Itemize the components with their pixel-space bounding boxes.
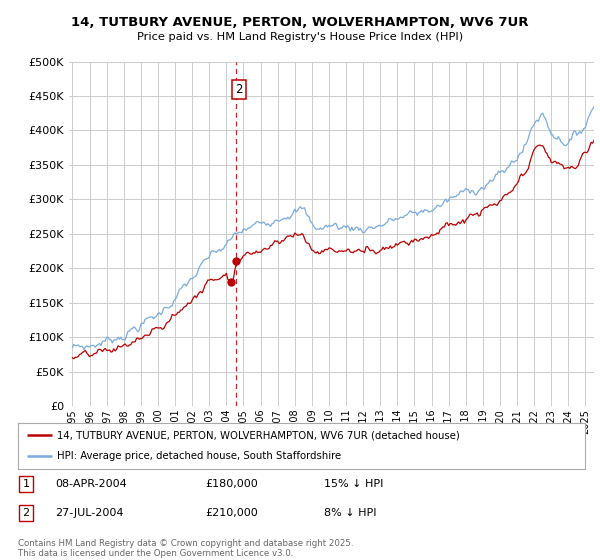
Text: 2: 2 — [235, 83, 242, 96]
Text: £180,000: £180,000 — [205, 479, 258, 489]
Text: 27-JUL-2004: 27-JUL-2004 — [55, 508, 124, 518]
Text: 15% ↓ HPI: 15% ↓ HPI — [324, 479, 383, 489]
Text: 1: 1 — [23, 479, 29, 489]
Text: 8% ↓ HPI: 8% ↓ HPI — [324, 508, 377, 518]
Text: Price paid vs. HM Land Registry's House Price Index (HPI): Price paid vs. HM Land Registry's House … — [137, 32, 463, 42]
Text: 2: 2 — [23, 508, 29, 518]
Text: 14, TUTBURY AVENUE, PERTON, WOLVERHAMPTON, WV6 7UR: 14, TUTBURY AVENUE, PERTON, WOLVERHAMPTO… — [71, 16, 529, 29]
Text: HPI: Average price, detached house, South Staffordshire: HPI: Average price, detached house, Sout… — [56, 451, 341, 461]
Text: £210,000: £210,000 — [205, 508, 258, 518]
Text: Contains HM Land Registry data © Crown copyright and database right 2025.
This d: Contains HM Land Registry data © Crown c… — [18, 539, 353, 558]
Text: 08-APR-2004: 08-APR-2004 — [55, 479, 127, 489]
Text: 14, TUTBURY AVENUE, PERTON, WOLVERHAMPTON, WV6 7UR (detached house): 14, TUTBURY AVENUE, PERTON, WOLVERHAMPTO… — [56, 430, 460, 440]
